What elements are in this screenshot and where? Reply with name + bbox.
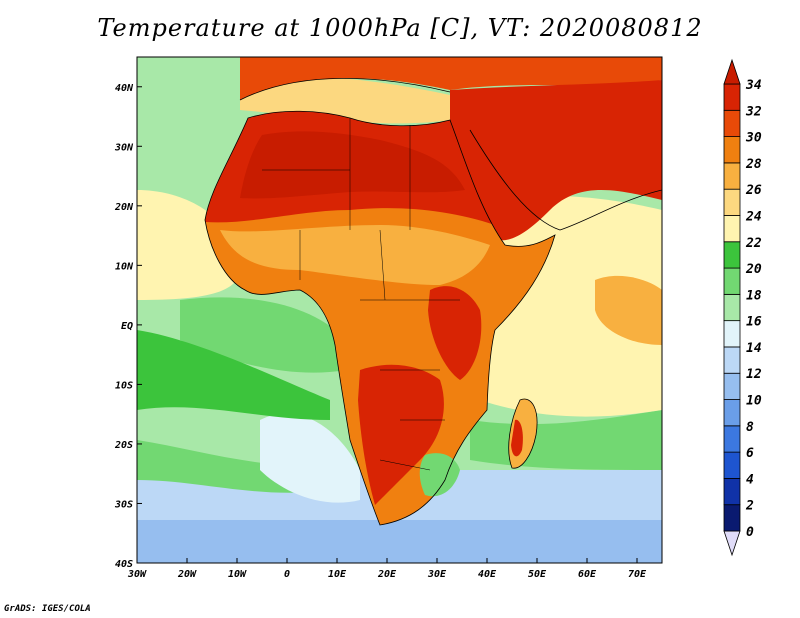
ocean-gulf-guinea <box>180 297 345 373</box>
footer-credit: GrADS: IGES/COLA <box>4 604 91 614</box>
colorbar-label: 14 <box>746 341 762 356</box>
colorbar-segment <box>723 293 741 322</box>
x-tick-label: 30E <box>427 569 447 580</box>
coastline-madagascar <box>508 398 538 469</box>
y-axis-ticks: 40N 30N 20N 10N EQ 10S 20S 30S 40S <box>114 83 142 570</box>
y-tick-label: 20N <box>114 202 134 213</box>
madagascar-west-hot <box>511 419 523 457</box>
colorbar-min-cap <box>723 530 741 557</box>
land-east-africa-hot <box>428 286 482 380</box>
colorbar-label: 26 <box>745 183 762 198</box>
colorbar-label: 30 <box>745 131 762 146</box>
x-tick-label: 70E <box>628 569 647 580</box>
colorbar-segment <box>723 425 741 453</box>
land-south-africa-green <box>419 453 460 497</box>
ocean-far-south <box>137 520 662 563</box>
x-tick-label: 40E <box>478 569 497 580</box>
colorbar-label: 12 <box>746 367 762 382</box>
ocean-atlantic-cool <box>260 413 360 503</box>
colorbar-segment <box>723 372 741 400</box>
colorbar-label: 34 <box>745 78 762 93</box>
colorbar-segment <box>723 162 741 190</box>
x-tick-label: 60E <box>578 569 597 580</box>
x-tick-label: 10W <box>228 569 247 580</box>
colorbar-segment <box>723 83 741 111</box>
colorbar-label: 28 <box>745 157 762 172</box>
land-southern-africa-hot <box>358 364 444 505</box>
colorbar-segment <box>723 451 741 479</box>
borders <box>262 118 460 471</box>
ocean-atlantic-mid <box>137 330 330 420</box>
land-sahel <box>220 225 490 285</box>
land-middle-east <box>450 80 662 241</box>
y-tick-label: 10N <box>115 261 134 272</box>
colorbar-segment <box>723 504 741 532</box>
map-plot <box>137 57 662 563</box>
colorbar-segment <box>723 320 741 348</box>
colorbar-segment <box>723 188 741 216</box>
ocean-indian-hot-patch <box>595 275 662 345</box>
ocean-atlantic-warm <box>137 190 242 300</box>
x-tick-label: 30W <box>127 569 147 580</box>
y-tick-label: 30N <box>114 142 134 153</box>
y-tick-label: 30S <box>114 499 133 510</box>
land-europe <box>240 57 662 100</box>
coastline-mediterranean <box>239 77 451 101</box>
colorbar-segment <box>723 136 741 164</box>
colorbar-label: 24 <box>745 209 762 224</box>
colorbar-label: 32 <box>745 104 762 119</box>
x-tick-label: 10E <box>328 569 347 580</box>
colorbar-label: 0 <box>746 525 754 540</box>
plot-frame <box>136 56 663 564</box>
coastline-africa <box>204 110 556 526</box>
y-tick-label: EQ <box>121 321 133 332</box>
colorbar-label: 22 <box>745 236 762 251</box>
coastline-arabia <box>469 129 662 231</box>
x-tick-label: 20E <box>377 569 397 580</box>
x-tick-label: 50E <box>528 569 547 580</box>
map-title: Temperature at 1000hPa [C], VT: 20200808… <box>97 14 703 42</box>
land-sahara-core <box>240 131 465 199</box>
colorbar-segment <box>723 267 741 295</box>
colorbar-label: 4 <box>746 472 754 487</box>
colorbar-segment <box>723 399 741 427</box>
colorbar-segment <box>723 215 741 243</box>
colorbar-segment <box>723 241 741 269</box>
x-tick-label: 20W <box>177 569 197 580</box>
colorbar-label: 16 <box>746 315 762 330</box>
y-tick-label: 40N <box>115 83 134 94</box>
x-tick-label: 0 <box>284 569 290 580</box>
colorbar-max-cap <box>723 58 741 85</box>
colorbar-label: 10 <box>746 394 762 409</box>
colorbar-label: 6 <box>746 446 754 461</box>
x-axis-ticks: 30W 20W 10W 0 10E 20E 30E 40E 50E 60E 70E <box>127 558 647 580</box>
y-tick-label: 40S <box>115 559 133 570</box>
y-tick-label: 20S <box>114 440 133 451</box>
y-tick-label: 10S <box>115 380 133 391</box>
colorbar-segment <box>723 478 741 506</box>
colorbar-label: 18 <box>746 288 762 303</box>
colorbar-segment <box>723 109 741 137</box>
colorbar-segment <box>723 346 741 374</box>
colorbar-label: 20 <box>745 262 762 277</box>
colorbar-label: 2 <box>745 499 754 514</box>
colorbar-label: 8 <box>746 420 754 435</box>
